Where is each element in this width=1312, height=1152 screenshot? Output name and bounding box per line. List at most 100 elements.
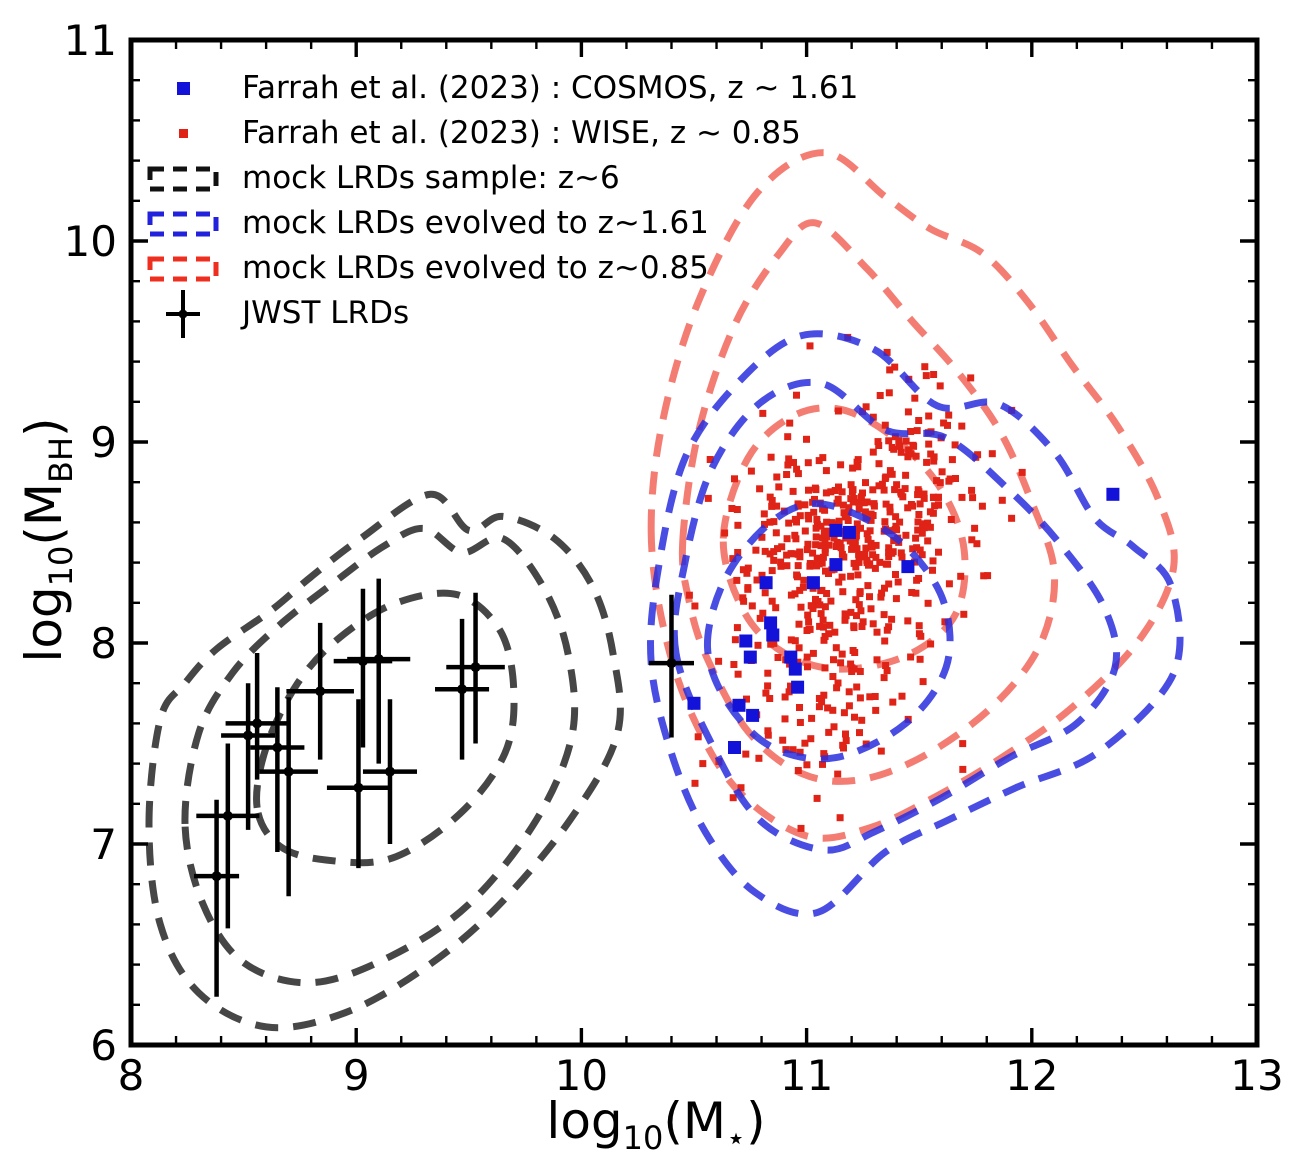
wise-point <box>819 454 827 462</box>
wise-point <box>794 658 802 666</box>
wise-point <box>706 456 714 463</box>
wise-point <box>742 750 750 758</box>
contour-group-mock-lrds-evolved-to-z-1-61 <box>647 330 1184 918</box>
wise-point <box>833 499 841 507</box>
wise-point <box>838 573 846 581</box>
plot-frame <box>128 37 1260 1048</box>
wise-point <box>853 545 861 553</box>
wise-point <box>817 610 825 618</box>
wise-point <box>916 546 924 554</box>
wise-point <box>881 421 889 429</box>
wise-point <box>933 477 941 485</box>
wise-point <box>827 488 835 496</box>
wise-point <box>904 504 912 512</box>
wise-point <box>809 649 817 657</box>
wise-point <box>896 518 904 526</box>
wise-point <box>824 704 832 712</box>
wise-point <box>815 703 823 711</box>
wise-point <box>796 719 804 726</box>
wise-point <box>770 639 778 647</box>
x-label-sub: 10 <box>622 1119 664 1152</box>
wise-point <box>772 529 780 537</box>
wise-point <box>834 770 842 778</box>
wise-point <box>755 754 763 762</box>
wise-point <box>867 516 875 524</box>
wise-point <box>837 659 845 667</box>
wise-point <box>822 489 830 497</box>
jwst-point <box>222 810 233 821</box>
jwst-point <box>457 684 468 695</box>
wise-point <box>786 419 794 427</box>
wise-point <box>834 679 842 687</box>
wise-point <box>967 374 975 382</box>
wise-point <box>926 523 934 531</box>
wise-point <box>925 440 933 448</box>
wise-point <box>691 779 699 787</box>
wise-point <box>819 760 826 768</box>
wise-point <box>773 473 781 481</box>
wise-point <box>867 605 875 613</box>
wise-point <box>822 567 829 575</box>
wise-point <box>832 644 840 652</box>
wise-point <box>847 481 855 489</box>
wise-point <box>791 515 799 523</box>
wise-point <box>842 730 849 738</box>
wise-point <box>764 727 772 735</box>
y-tick-label: 7 <box>90 820 117 869</box>
wise-point <box>815 457 823 465</box>
wise-point <box>871 693 879 700</box>
wise-point <box>770 548 778 556</box>
wise-point <box>823 533 831 541</box>
contour-group-mock-lrds-evolved-to-z-0-85 <box>647 149 1178 842</box>
wise-point <box>904 408 912 416</box>
wise-point <box>856 729 863 737</box>
wise-point <box>822 467 830 475</box>
wise-point <box>685 591 693 599</box>
wise-point <box>940 419 948 427</box>
wise-point <box>795 644 803 652</box>
wise-point <box>916 500 924 508</box>
wise-point <box>902 437 910 445</box>
wise-point <box>888 615 896 623</box>
wise-point <box>778 543 786 551</box>
wise-point <box>783 471 791 478</box>
wise-point <box>914 518 922 526</box>
wise-point <box>915 511 923 518</box>
wise-point <box>861 551 869 559</box>
x-tick-label: 11 <box>780 1051 833 1100</box>
wise-point <box>781 715 789 723</box>
wise-point <box>852 532 860 540</box>
wise-point <box>891 433 899 441</box>
wise-point <box>857 524 864 532</box>
wise-point <box>836 814 844 822</box>
wise-point <box>859 489 866 497</box>
wise-point <box>941 618 949 626</box>
wise-point <box>870 500 878 508</box>
wise-point <box>925 412 933 420</box>
x-tick-label: 12 <box>1005 1051 1058 1100</box>
y-tick-label: 10 <box>64 217 117 266</box>
cosmos-point <box>687 696 701 710</box>
wise-point <box>854 463 862 471</box>
wise-point <box>733 506 741 513</box>
wise-point <box>895 437 903 445</box>
wise-point <box>924 599 932 607</box>
wise-point <box>816 622 824 630</box>
wise-point <box>923 458 931 466</box>
wise-point <box>759 609 767 617</box>
wise-point <box>904 453 912 461</box>
wise-point <box>772 604 780 612</box>
wise-point <box>936 479 944 487</box>
wise-point <box>902 531 910 539</box>
wise-point <box>841 610 849 618</box>
wise-point <box>832 543 840 550</box>
cosmos-point <box>746 708 760 722</box>
wise-point <box>885 623 893 631</box>
wise-point <box>829 673 837 680</box>
wise-point <box>980 572 988 580</box>
wise-point <box>913 544 921 552</box>
wise-point <box>919 520 927 528</box>
wise-point <box>889 698 897 706</box>
wise-point <box>935 493 942 501</box>
